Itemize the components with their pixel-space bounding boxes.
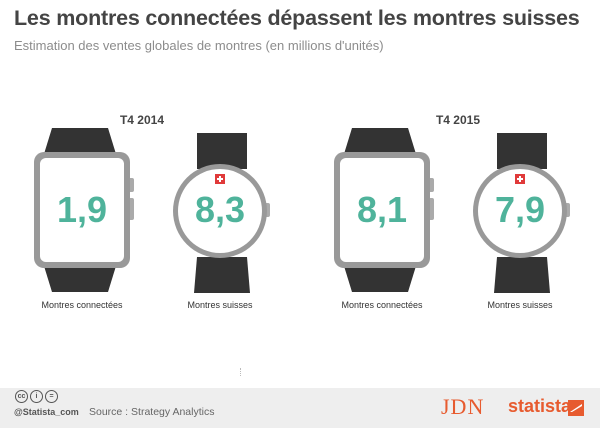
nd-icon: = [45,390,58,403]
value-smart-2014: 1,9 [56,189,108,230]
value-smart-2015: 8,1 [356,189,408,230]
caption-swiss-2014: Montres suisses [187,300,253,310]
source-text: Source : Strategy Analytics [89,406,215,418]
caption-smart-2015: Montres connectées [341,300,423,310]
by-icon: i [30,390,43,403]
smartwatch-icon-2014 [34,128,134,292]
smartwatch-icon-2015 [334,128,434,292]
panel-title-2014: T4 2014 [119,113,165,127]
value-swiss-2014: 8,3 [194,189,246,230]
divider [240,368,242,376]
license-icons[interactable]: cc i = [15,390,58,403]
caption-swiss-2015: Montres suisses [487,300,553,310]
panel-title-2015: T4 2015 [435,113,481,127]
statista-logo[interactable]: statista [508,396,572,416]
caption-smart-2014: Montres connectées [41,300,123,310]
page-subtitle: Estimation des ventes globales de montre… [14,38,384,53]
cc-icon: cc [15,390,28,403]
statista-mark-icon [568,400,584,416]
footer-bar [0,388,600,428]
page-title: Les montres connectées dépassent les mon… [14,6,580,30]
statista-handle[interactable]: @Statista_com [14,407,79,417]
value-swiss-2015: 7,9 [494,189,546,230]
swiss-watch-icon-2015 [473,133,570,293]
swiss-watch-icon-2014 [173,133,270,293]
jdn-logo[interactable]: JDN [441,394,485,419]
